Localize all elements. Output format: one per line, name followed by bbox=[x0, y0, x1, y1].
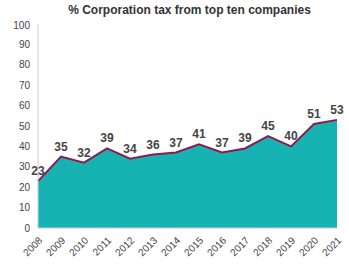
svg-text:30: 30 bbox=[19, 161, 31, 172]
svg-text:2012: 2012 bbox=[113, 234, 137, 258]
html-text:% Corporation tax from top ten: % Corporation tax from top ten companies bbox=[68, 3, 311, 17]
svg-text:2019: 2019 bbox=[274, 234, 298, 258]
svg-text:2017: 2017 bbox=[228, 234, 252, 258]
svg-text:53: 53 bbox=[330, 103, 341, 117]
svg-text:2014: 2014 bbox=[159, 234, 183, 258]
svg-text:2021: 2021 bbox=[320, 234, 341, 258]
svg-text:40: 40 bbox=[19, 141, 31, 152]
svg-text:20: 20 bbox=[19, 182, 31, 193]
svg-text:100: 100 bbox=[13, 20, 30, 31]
svg-text:80: 80 bbox=[19, 59, 31, 70]
svg-text:2008: 2008 bbox=[21, 234, 45, 258]
svg-text:2009: 2009 bbox=[44, 234, 68, 258]
svg-text:45: 45 bbox=[261, 119, 275, 133]
svg-text:2013: 2013 bbox=[136, 234, 160, 258]
svg-text:0: 0 bbox=[24, 223, 30, 234]
svg-text:70: 70 bbox=[19, 80, 31, 91]
svg-text:41: 41 bbox=[192, 127, 206, 141]
svg-text:34: 34 bbox=[123, 142, 137, 156]
svg-text:51: 51 bbox=[307, 107, 321, 121]
svg-text:32: 32 bbox=[77, 146, 91, 160]
svg-text:2020: 2020 bbox=[297, 234, 321, 258]
svg-text:23: 23 bbox=[31, 164, 45, 178]
svg-text:2011: 2011 bbox=[90, 234, 113, 257]
svg-text:36: 36 bbox=[146, 138, 160, 152]
svg-text:2010: 2010 bbox=[67, 234, 91, 258]
svg-text:2016: 2016 bbox=[205, 234, 229, 258]
svg-text:40: 40 bbox=[284, 129, 298, 143]
svg-text:37: 37 bbox=[215, 136, 229, 150]
svg-text:60: 60 bbox=[19, 100, 31, 111]
svg-text:39: 39 bbox=[238, 131, 252, 145]
svg-text:37: 37 bbox=[169, 136, 183, 150]
svg-text:39: 39 bbox=[100, 131, 114, 145]
svg-text:10: 10 bbox=[19, 202, 31, 213]
svg-text:35: 35 bbox=[54, 140, 68, 154]
svg-text:2018: 2018 bbox=[251, 234, 275, 258]
svg-text:2015: 2015 bbox=[182, 234, 206, 258]
svg-text:50: 50 bbox=[19, 121, 31, 132]
svg-text:90: 90 bbox=[19, 39, 31, 50]
